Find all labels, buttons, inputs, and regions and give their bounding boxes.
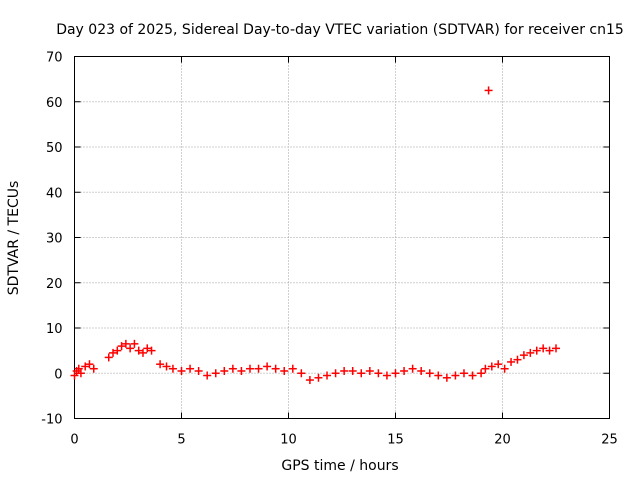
data-point: [487, 362, 496, 371]
x-tick-label: 10: [280, 433, 297, 448]
data-point: [147, 346, 156, 355]
data-point: [168, 364, 177, 373]
y-tick-label: 20: [46, 277, 63, 292]
data-point: [365, 366, 374, 375]
data-point: [305, 376, 314, 385]
data-point: [442, 373, 451, 382]
data-point: [134, 346, 143, 355]
data-point: [89, 364, 98, 373]
y-tick-label: 50: [46, 141, 63, 156]
data-point: [143, 344, 152, 353]
data-point: [459, 369, 468, 378]
x-axis-label: GPS time / hours: [281, 458, 398, 474]
data-point: [451, 371, 460, 380]
data-point: [526, 348, 535, 357]
data-point: [434, 371, 443, 380]
data-point: [532, 346, 541, 355]
data-point: [162, 362, 171, 371]
data-point: [211, 369, 220, 378]
data-point: [340, 366, 349, 375]
x-tick-label: 5: [177, 433, 185, 448]
data-point: [81, 362, 90, 371]
data-point: [468, 371, 477, 380]
y-tick-label: 0: [54, 367, 62, 382]
data-point: [186, 364, 195, 373]
data-point: [85, 360, 94, 369]
data-point: [263, 362, 272, 371]
data-point: [500, 364, 509, 373]
data-point: [130, 339, 139, 348]
y-tick-label: 30: [46, 232, 63, 247]
data-point: [297, 369, 306, 378]
data-point: [138, 348, 147, 357]
axis-ticks: 0 5 10 15 20 25 -10 0 10 20 30 40 50 60 70: [41, 51, 618, 448]
x-tick-label: 0: [70, 433, 78, 448]
data-point: [70, 371, 79, 380]
y-axis-label: SDTVAR / TECUs: [6, 181, 22, 296]
data-point: [237, 366, 246, 375]
data-point: [117, 342, 126, 351]
data-point: [76, 369, 85, 378]
data-point: [177, 366, 186, 375]
data-points: [70, 86, 560, 385]
data-point: [348, 366, 357, 375]
data-point: [228, 364, 237, 373]
data-point: [357, 369, 366, 378]
y-tick-label: 10: [46, 322, 63, 337]
data-point: [408, 364, 417, 373]
data-point: [519, 351, 528, 360]
data-point: [254, 364, 263, 373]
data-point: [477, 369, 486, 378]
data-point: [121, 339, 130, 348]
chart-title: Day 023 of 2025, Sidereal Day-to-day VTE…: [56, 22, 624, 38]
data-point: [271, 364, 280, 373]
data-point: [156, 360, 165, 369]
y-tick-label: 70: [46, 51, 63, 66]
data-point: [194, 366, 203, 375]
data-point: [494, 360, 503, 369]
y-tick-label: 40: [46, 186, 63, 201]
data-point: [280, 366, 289, 375]
data-point: [331, 369, 340, 378]
data-point: [382, 371, 391, 380]
data-point: [314, 373, 323, 382]
data-point: [288, 364, 297, 373]
grid-lines: [74, 56, 610, 419]
data-point: [245, 364, 254, 373]
y-tick-label: -10: [41, 413, 62, 428]
data-point: [545, 346, 554, 355]
data-point: [109, 348, 118, 357]
data-point: [552, 344, 560, 353]
x-tick-label: 15: [387, 433, 404, 448]
data-point: [104, 353, 113, 362]
data-point: [400, 366, 409, 375]
data-point: [513, 355, 522, 364]
data-point: [507, 357, 516, 366]
data-point: [374, 369, 383, 378]
data-point: [74, 364, 83, 373]
data-point: [220, 366, 229, 375]
data-point: [113, 346, 122, 355]
data-point: [126, 344, 135, 353]
data-point: [203, 371, 212, 380]
x-tick-label: 20: [494, 433, 511, 448]
x-tick-label: 25: [601, 433, 618, 448]
data-point: [417, 366, 426, 375]
data-point: [391, 369, 400, 378]
plot-frame: [74, 56, 610, 419]
data-point: [481, 364, 490, 373]
data-point: [539, 344, 548, 353]
data-point: [425, 369, 434, 378]
data-point: [484, 86, 493, 95]
data-point: [323, 371, 332, 380]
y-tick-label: 60: [46, 96, 63, 111]
